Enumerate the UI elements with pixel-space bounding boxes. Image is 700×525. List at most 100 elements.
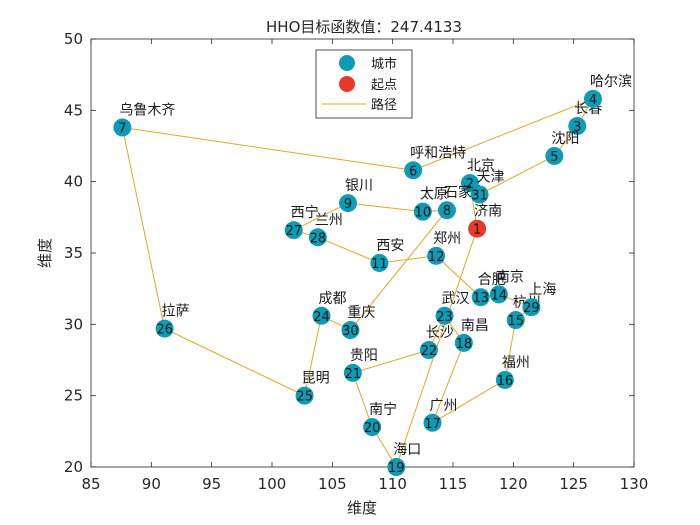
city-name-label: 郑州 bbox=[433, 231, 461, 247]
city-name-label: 西宁 bbox=[291, 204, 319, 221]
city-name-label: 武汉 bbox=[442, 291, 470, 307]
legend-start-label: 起点 bbox=[371, 78, 397, 93]
x-tick-label: 125 bbox=[559, 475, 588, 493]
city-marker bbox=[489, 285, 508, 304]
x-tick-label: 130 bbox=[620, 475, 649, 493]
x-tick-label: 100 bbox=[258, 475, 287, 493]
y-tick-label: 20 bbox=[64, 458, 83, 476]
route-segment bbox=[350, 209, 448, 331]
city-number-label: 19 bbox=[388, 461, 405, 476]
city-name-label: 长沙 bbox=[426, 325, 454, 341]
city-name-label: 南昌 bbox=[461, 318, 489, 334]
city-name-label: 福州 bbox=[502, 355, 530, 371]
city-number-label: 29 bbox=[523, 301, 540, 316]
city-name-label: 银川 bbox=[345, 178, 373, 194]
city-marker bbox=[308, 228, 327, 247]
city-marker bbox=[506, 311, 525, 330]
route-segment bbox=[479, 155, 555, 195]
city-name-label: 成都 bbox=[318, 291, 346, 307]
city-marker bbox=[113, 118, 132, 137]
city-name-label: 广州 bbox=[429, 398, 457, 414]
y-tick-label: 30 bbox=[64, 315, 83, 333]
route-segment bbox=[352, 372, 373, 428]
city-marker bbox=[495, 370, 514, 389]
city-number-label: 9 bbox=[344, 197, 352, 212]
city-name-label: 兰州 bbox=[315, 212, 343, 228]
city-number-label: 14 bbox=[491, 288, 508, 303]
city-markers: 1济南2北京3长春4哈尔滨5沈阳6呼和浩特7乌鲁木齐8石家庄9银川10太原11西… bbox=[113, 74, 632, 476]
city-marker bbox=[363, 418, 382, 437]
city-marker bbox=[284, 221, 303, 240]
x-tick-label: 90 bbox=[142, 475, 161, 493]
city-marker bbox=[370, 253, 389, 272]
city-number-label: 24 bbox=[313, 310, 330, 325]
city-name-label: 拉萨 bbox=[162, 304, 190, 320]
city-name-label: 西安 bbox=[376, 238, 404, 254]
city-name-label: 呼和浩特 bbox=[410, 145, 466, 161]
route-segment bbox=[347, 202, 423, 213]
city-number-label: 15 bbox=[507, 314, 524, 329]
x-tick-label: 95 bbox=[202, 475, 221, 493]
city-number-label: 2 bbox=[466, 177, 474, 192]
city-name-label: 海口 bbox=[393, 442, 421, 458]
x-tick-label: 85 bbox=[81, 475, 100, 493]
route-segment bbox=[412, 98, 594, 171]
route-segment bbox=[164, 328, 305, 397]
city-number-label: 30 bbox=[342, 324, 359, 339]
x-tick-label: 115 bbox=[439, 475, 468, 493]
city-marker bbox=[341, 321, 360, 340]
y-tick-label: 50 bbox=[64, 30, 83, 48]
start-city-marker bbox=[468, 219, 487, 238]
route-segment bbox=[304, 315, 322, 396]
city-marker bbox=[583, 89, 602, 108]
route-segment bbox=[317, 236, 380, 264]
city-name-label: 济南 bbox=[474, 204, 502, 220]
city-name-label: 哈尔滨 bbox=[590, 74, 632, 90]
legend: 城市 起点 路径 bbox=[315, 49, 413, 119]
city-name-label: 上海 bbox=[528, 282, 556, 298]
city-number-label: 7 bbox=[118, 121, 126, 136]
y-axis-label: 维度 bbox=[36, 238, 54, 268]
city-marker bbox=[413, 202, 432, 221]
legend-path-label: 路径 bbox=[371, 97, 397, 113]
chart-title: HHO目标函数值：247.4133 bbox=[266, 18, 462, 36]
city-marker bbox=[423, 413, 442, 432]
city-number-label: 22 bbox=[421, 344, 438, 359]
city-number-label: 12 bbox=[428, 250, 445, 265]
city-number-label: 10 bbox=[415, 206, 432, 221]
city-marker bbox=[312, 306, 331, 325]
city-name-label: 南京 bbox=[496, 269, 524, 285]
city-name-label: 昆明 bbox=[302, 371, 330, 387]
x-tick-label: 120 bbox=[499, 475, 528, 493]
route-segment bbox=[379, 255, 437, 264]
city-number-label: 20 bbox=[364, 421, 381, 436]
city-number-label: 3 bbox=[573, 120, 581, 135]
city-name-label: 合肥 bbox=[478, 272, 506, 288]
city-name-label: 北京 bbox=[467, 158, 495, 174]
city-marker bbox=[545, 146, 564, 165]
city-number-label: 28 bbox=[310, 231, 327, 246]
legend-box bbox=[315, 49, 413, 119]
city-number-label: 6 bbox=[409, 164, 417, 179]
city-marker bbox=[343, 363, 362, 382]
city-marker bbox=[155, 319, 174, 338]
city-number-label: 5 bbox=[550, 150, 558, 165]
city-name-label: 重庆 bbox=[347, 305, 375, 321]
city-number-label: 17 bbox=[424, 417, 441, 432]
city-name-label: 太原 bbox=[420, 187, 448, 203]
route-segment bbox=[293, 202, 349, 231]
x-tick-label: 110 bbox=[378, 475, 407, 493]
route-segment bbox=[432, 342, 465, 423]
x-tick-label: 105 bbox=[318, 475, 347, 493]
city-number-label: 8 bbox=[443, 204, 451, 219]
route-segment bbox=[352, 349, 430, 374]
city-marker bbox=[471, 288, 490, 307]
city-number-label: 16 bbox=[497, 374, 514, 389]
city-marker bbox=[470, 185, 489, 204]
route-segment bbox=[432, 379, 506, 424]
city-marker bbox=[295, 386, 314, 405]
city-marker bbox=[437, 201, 456, 220]
city-number-label: 11 bbox=[371, 257, 388, 272]
city-marker bbox=[387, 458, 406, 476]
city-number-label: 23 bbox=[436, 310, 453, 325]
